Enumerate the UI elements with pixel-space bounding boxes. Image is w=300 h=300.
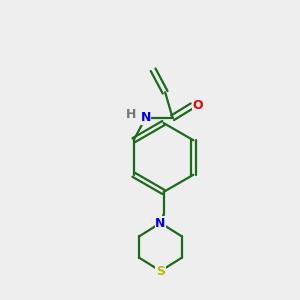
Text: S: S	[156, 265, 165, 278]
Text: O: O	[192, 99, 203, 112]
Text: N: N	[140, 111, 151, 124]
Text: H: H	[126, 108, 136, 121]
Text: N: N	[155, 217, 166, 230]
